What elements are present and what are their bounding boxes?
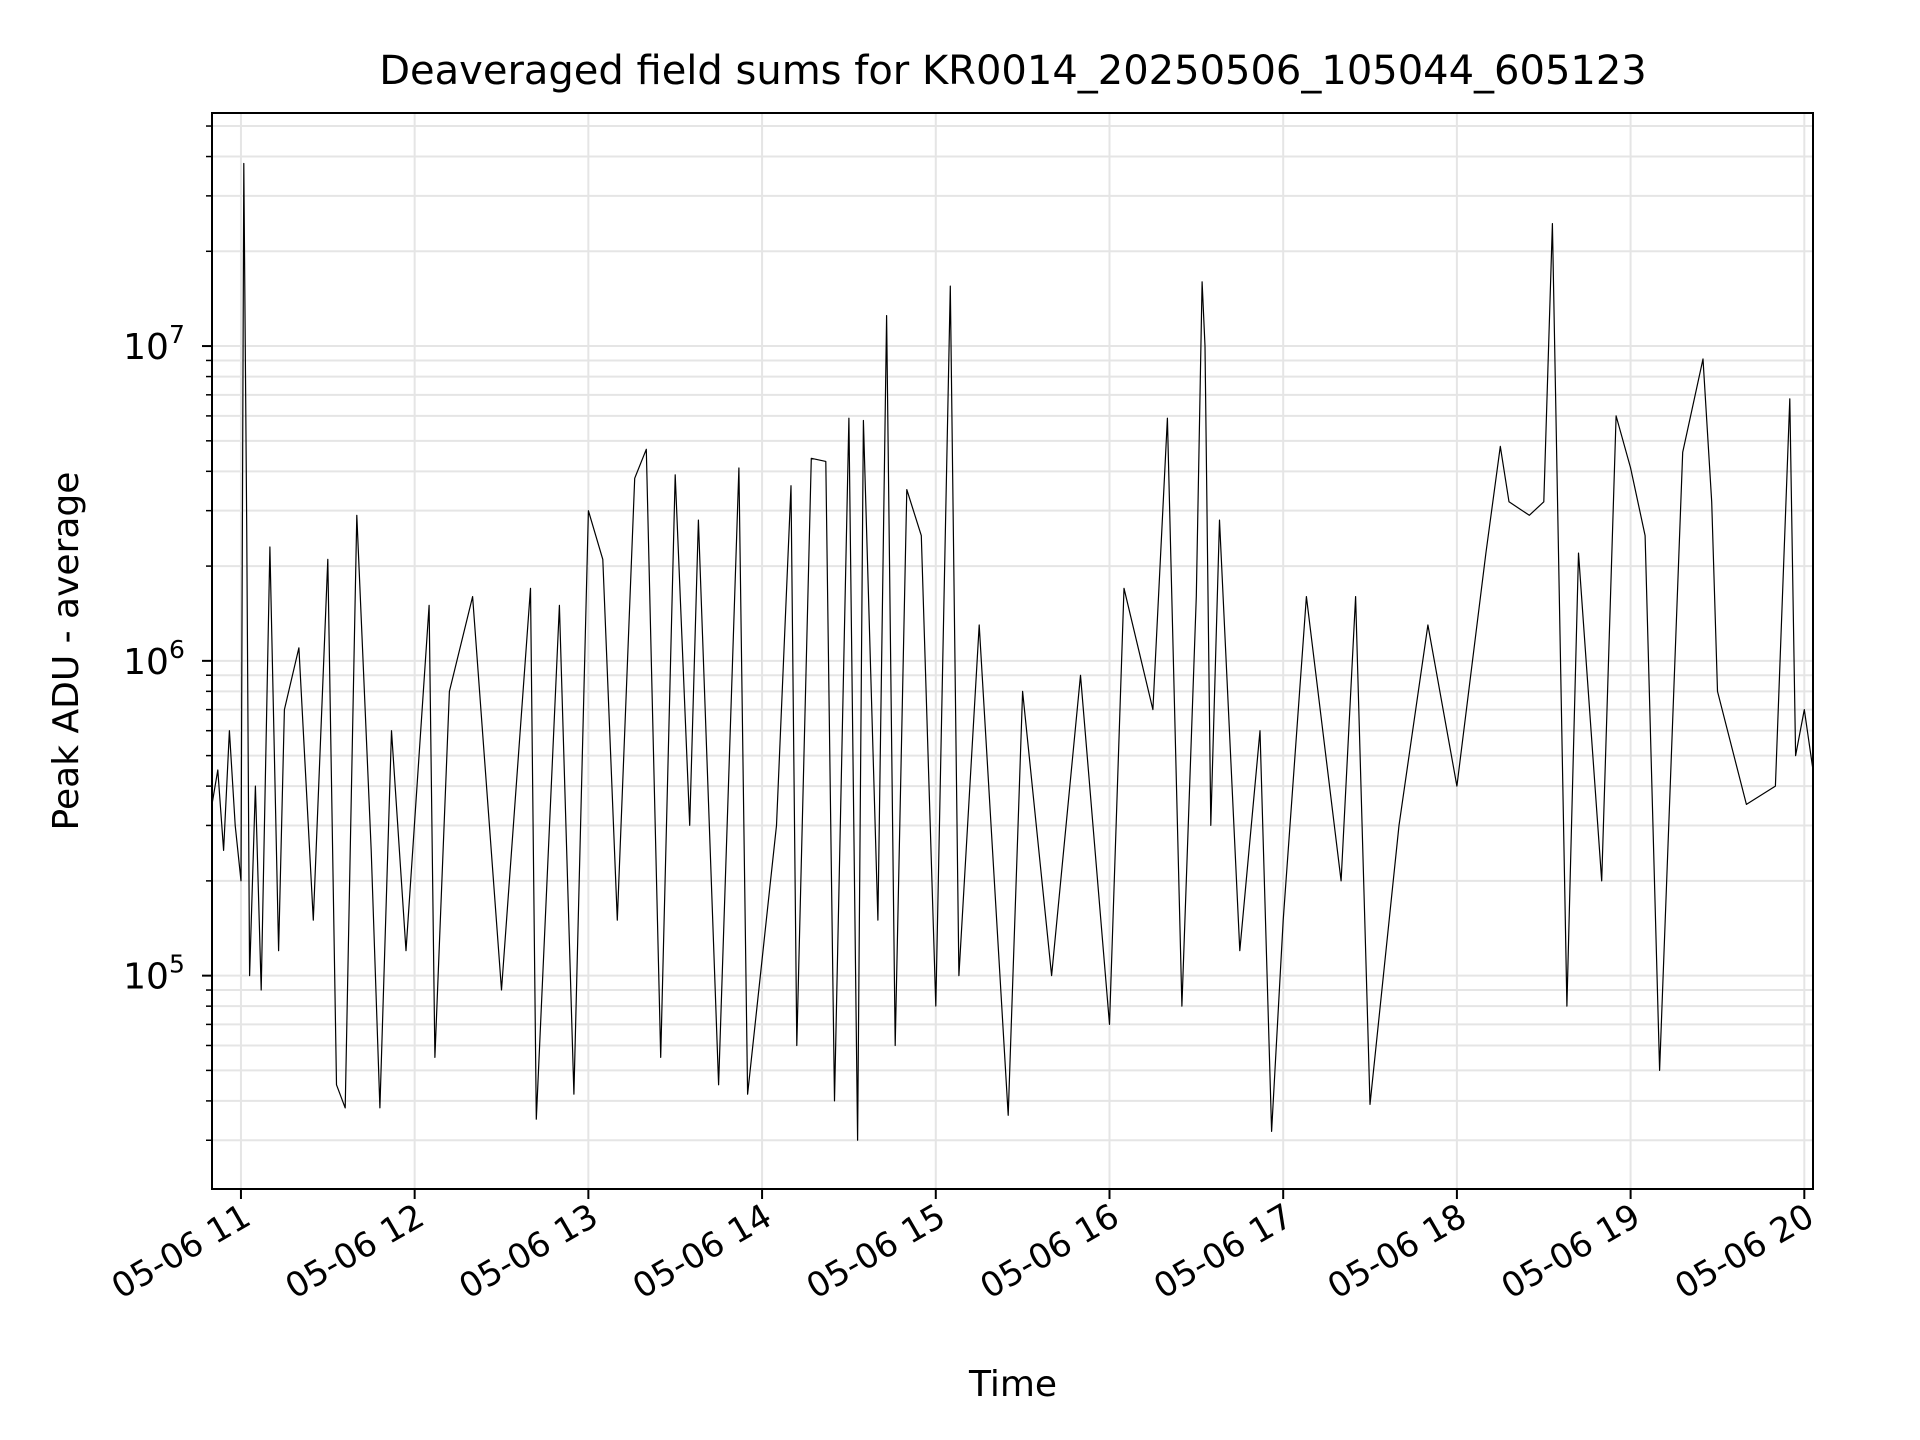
y-tick-label: 105 bbox=[123, 950, 185, 998]
series-line bbox=[211, 162, 1814, 1141]
y-tick-label: 107 bbox=[123, 320, 185, 368]
y-axis-ticks: 105 106 107 bbox=[123, 125, 212, 1141]
y-tick-label: 106 bbox=[123, 635, 185, 683]
y-axis-label: Peak ADU - average bbox=[46, 472, 87, 831]
plot-frame bbox=[211, 112, 1814, 1190]
x-axis-label: Time bbox=[968, 1364, 1057, 1405]
data-series bbox=[211, 162, 1814, 1141]
chart-title: Deaveraged field sums for KR0014_2025050… bbox=[379, 48, 1647, 94]
